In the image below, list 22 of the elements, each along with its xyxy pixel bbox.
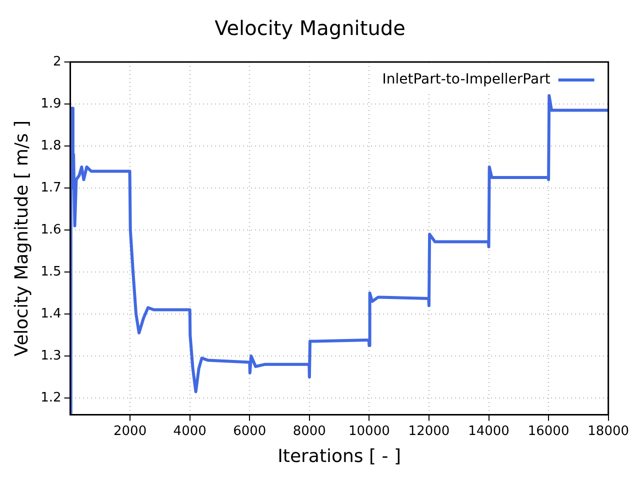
x-tick-label: 10000 [348,424,390,439]
y-tick-label: 1.7 [40,180,62,196]
x-tick-label: 14000 [468,424,510,439]
chart-title: Velocity Magnitude [214,16,406,40]
y-tick-label: 1.5 [40,264,62,280]
y-tick-label: 1.4 [40,306,62,322]
y-tick-label: 1.2 [40,390,62,406]
y-tick-label: 1.8 [40,138,62,154]
x-tick-label: 4000 [173,424,206,439]
y-tick-label: 2 [52,54,62,70]
y-tick-label: 1.6 [40,222,62,238]
y-axis-title: Velocity Magnitude [ m/s ] [11,120,32,356]
y-tick-label: 1.9 [40,96,62,112]
x-tick-label: 16000 [528,424,570,439]
y-tick-label: 1.3 [40,348,62,364]
x-axis-title: Iterations [ - ] [278,446,402,467]
x-tick-label: 6000 [233,424,266,439]
x-tick-label: 2000 [114,424,147,439]
x-tick-label: 18000 [588,424,629,439]
x-tick-label: 8000 [292,424,326,439]
legend-label: InletPart-to-ImpellerPart [382,72,551,88]
x-tick-label: 12000 [408,424,450,439]
